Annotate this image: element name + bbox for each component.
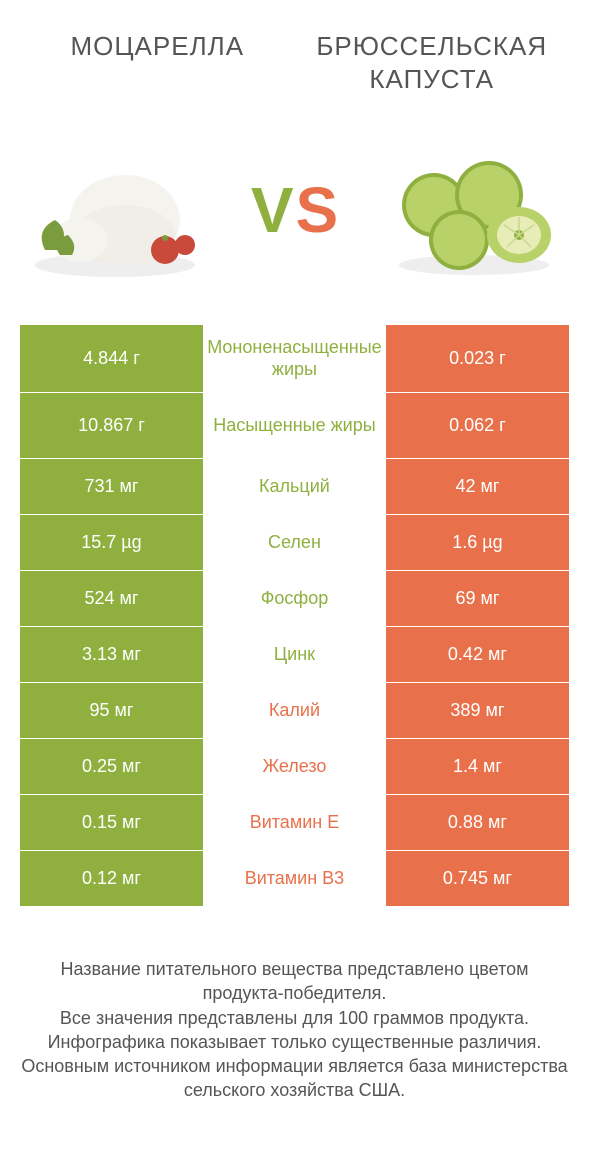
- cell-left-value: 10.867 г: [20, 393, 203, 458]
- cell-left-value: 3.13 мг: [20, 627, 203, 682]
- table-row: 95 мгКалий389 мг: [20, 683, 569, 739]
- vs-label: VS: [251, 173, 338, 247]
- cell-left-value: 15.7 µg: [20, 515, 203, 570]
- cell-left-value: 0.25 мг: [20, 739, 203, 794]
- cell-left-value: 0.15 мг: [20, 795, 203, 850]
- comparison-table: 4.844 гМононенасыщенные жиры0.023 г10.86…: [0, 325, 589, 907]
- table-row: 524 мгФосфор69 мг: [20, 571, 569, 627]
- table-row: 0.12 мгВитамин B30.745 мг: [20, 851, 569, 907]
- footer-line: Все значения представлены для 100 граммо…: [20, 1006, 569, 1030]
- cell-nutrient-name: Кальций: [203, 459, 386, 514]
- cell-left-value: 524 мг: [20, 571, 203, 626]
- table-row: 15.7 µgСелен1.6 µg: [20, 515, 569, 571]
- vs-s: S: [296, 173, 339, 247]
- cell-nutrient-name: Цинк: [203, 627, 386, 682]
- cell-left-value: 0.12 мг: [20, 851, 203, 906]
- cell-nutrient-name: Селен: [203, 515, 386, 570]
- table-row: 0.25 мгЖелезо1.4 мг: [20, 739, 569, 795]
- cell-right-value: 0.062 г: [386, 393, 569, 458]
- brussels-sprouts-image: [389, 135, 559, 285]
- cell-right-value: 69 мг: [386, 571, 569, 626]
- cell-left-value: 731 мг: [20, 459, 203, 514]
- table-row: 10.867 гНасыщенные жиры0.062 г: [20, 393, 569, 459]
- footer-line: Инфографика показывает только существенн…: [20, 1030, 569, 1054]
- cell-right-value: 389 мг: [386, 683, 569, 738]
- cell-nutrient-name: Железо: [203, 739, 386, 794]
- cell-left-value: 95 мг: [20, 683, 203, 738]
- vs-v: V: [251, 173, 294, 247]
- cell-right-value: 1.6 µg: [386, 515, 569, 570]
- table-row: 0.15 мгВитамин E0.88 мг: [20, 795, 569, 851]
- cell-right-value: 0.745 мг: [386, 851, 569, 906]
- cell-right-value: 0.023 г: [386, 325, 569, 392]
- cell-right-value: 1.4 мг: [386, 739, 569, 794]
- header-left-title: Моцарелла: [20, 30, 295, 95]
- cell-nutrient-name: Витамин B3: [203, 851, 386, 906]
- footer-line: Название питательного вещества представл…: [20, 957, 569, 1006]
- header-right-title: Брюссельская капуста: [295, 30, 570, 95]
- cell-nutrient-name: Мононенасыщенные жиры: [203, 325, 386, 392]
- cell-right-value: 0.88 мг: [386, 795, 569, 850]
- cell-left-value: 4.844 г: [20, 325, 203, 392]
- cell-nutrient-name: Витамин E: [203, 795, 386, 850]
- mozzarella-image: [30, 135, 200, 285]
- cell-nutrient-name: Калий: [203, 683, 386, 738]
- cell-right-value: 42 мг: [386, 459, 569, 514]
- cell-nutrient-name: Фосфор: [203, 571, 386, 626]
- cell-nutrient-name: Насыщенные жиры: [203, 393, 386, 458]
- table-row: 3.13 мгЦинк0.42 мг: [20, 627, 569, 683]
- footer-line: Основным источником информации является …: [20, 1054, 569, 1103]
- footer-notes: Название питательного вещества представл…: [0, 907, 589, 1103]
- table-row: 731 мгКальций42 мг: [20, 459, 569, 515]
- table-row: 4.844 гМононенасыщенные жиры0.023 г: [20, 325, 569, 393]
- images-row: VS: [0, 105, 589, 325]
- cell-right-value: 0.42 мг: [386, 627, 569, 682]
- header: Моцарелла Брюссельская капуста: [0, 0, 589, 105]
